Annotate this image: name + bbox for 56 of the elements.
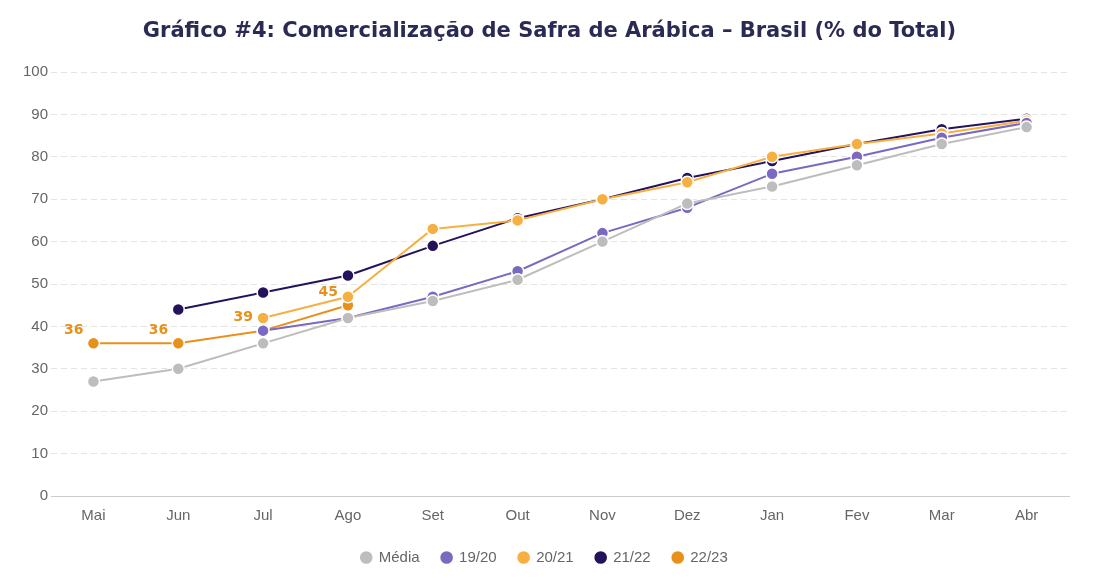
point	[171, 336, 186, 351]
point	[86, 336, 101, 351]
point	[256, 336, 270, 351]
legend-label: 19/20	[459, 547, 497, 565]
x-tick-label: Ago	[334, 506, 362, 524]
point	[1019, 120, 1034, 134]
y-tick-label: 40	[31, 316, 49, 334]
point	[426, 294, 440, 308]
x-tick-label: Set	[421, 506, 445, 524]
y-tick-label: 10	[31, 443, 49, 461]
point	[341, 268, 355, 283]
y-tick-label: 0	[39, 486, 49, 504]
x-tick-label: Abr	[1014, 506, 1039, 524]
x-tick-label: Jan	[760, 506, 785, 524]
point	[256, 285, 270, 300]
data-label: 36	[63, 321, 84, 337]
x-tick-label: Nov	[589, 506, 617, 524]
point	[680, 175, 695, 189]
point	[426, 222, 440, 236]
x-tick-label: Mai	[81, 506, 106, 524]
y-tick-label: 100	[23, 62, 49, 80]
x-tick-label: Fev	[844, 506, 870, 524]
point	[935, 137, 949, 151]
point	[256, 311, 270, 325]
point	[171, 302, 186, 317]
legend-label: 20/21	[536, 547, 574, 565]
point	[341, 289, 355, 304]
x-tick-label: Jun	[166, 506, 191, 524]
point	[426, 239, 440, 253]
x-tick-label: Mar	[928, 506, 955, 524]
data-label: 45	[318, 282, 338, 299]
data-label: 39	[233, 308, 254, 325]
point	[510, 273, 525, 287]
x-tick-label: Out	[505, 506, 531, 524]
y-tick-label: 70	[31, 189, 49, 207]
point	[765, 179, 779, 194]
x-tick-label: Jul	[253, 506, 273, 524]
y-tick-label: 30	[31, 358, 49, 376]
y-tick-label: 50	[31, 274, 49, 292]
point	[171, 362, 186, 376]
point	[680, 196, 695, 211]
point	[765, 167, 779, 181]
x-tick-label: Dez	[673, 506, 701, 524]
y-tick-label: 60	[31, 231, 49, 249]
data-label: 36	[148, 321, 169, 337]
chart-title: Gráfico #4: Comercialização de Safra de Arábica – Brasil (% do Total)	[141, 18, 958, 42]
point	[595, 234, 610, 249]
y-tick-label: 90	[31, 104, 49, 122]
legend-label: Média	[378, 547, 421, 565]
point	[850, 158, 864, 173]
y-tick-label: 80	[31, 146, 49, 164]
legend-label: 21/22	[613, 547, 651, 565]
legend-label: 22/23	[690, 547, 728, 565]
point	[765, 150, 779, 164]
point	[86, 374, 101, 389]
y-tick-label: 20	[31, 401, 49, 419]
